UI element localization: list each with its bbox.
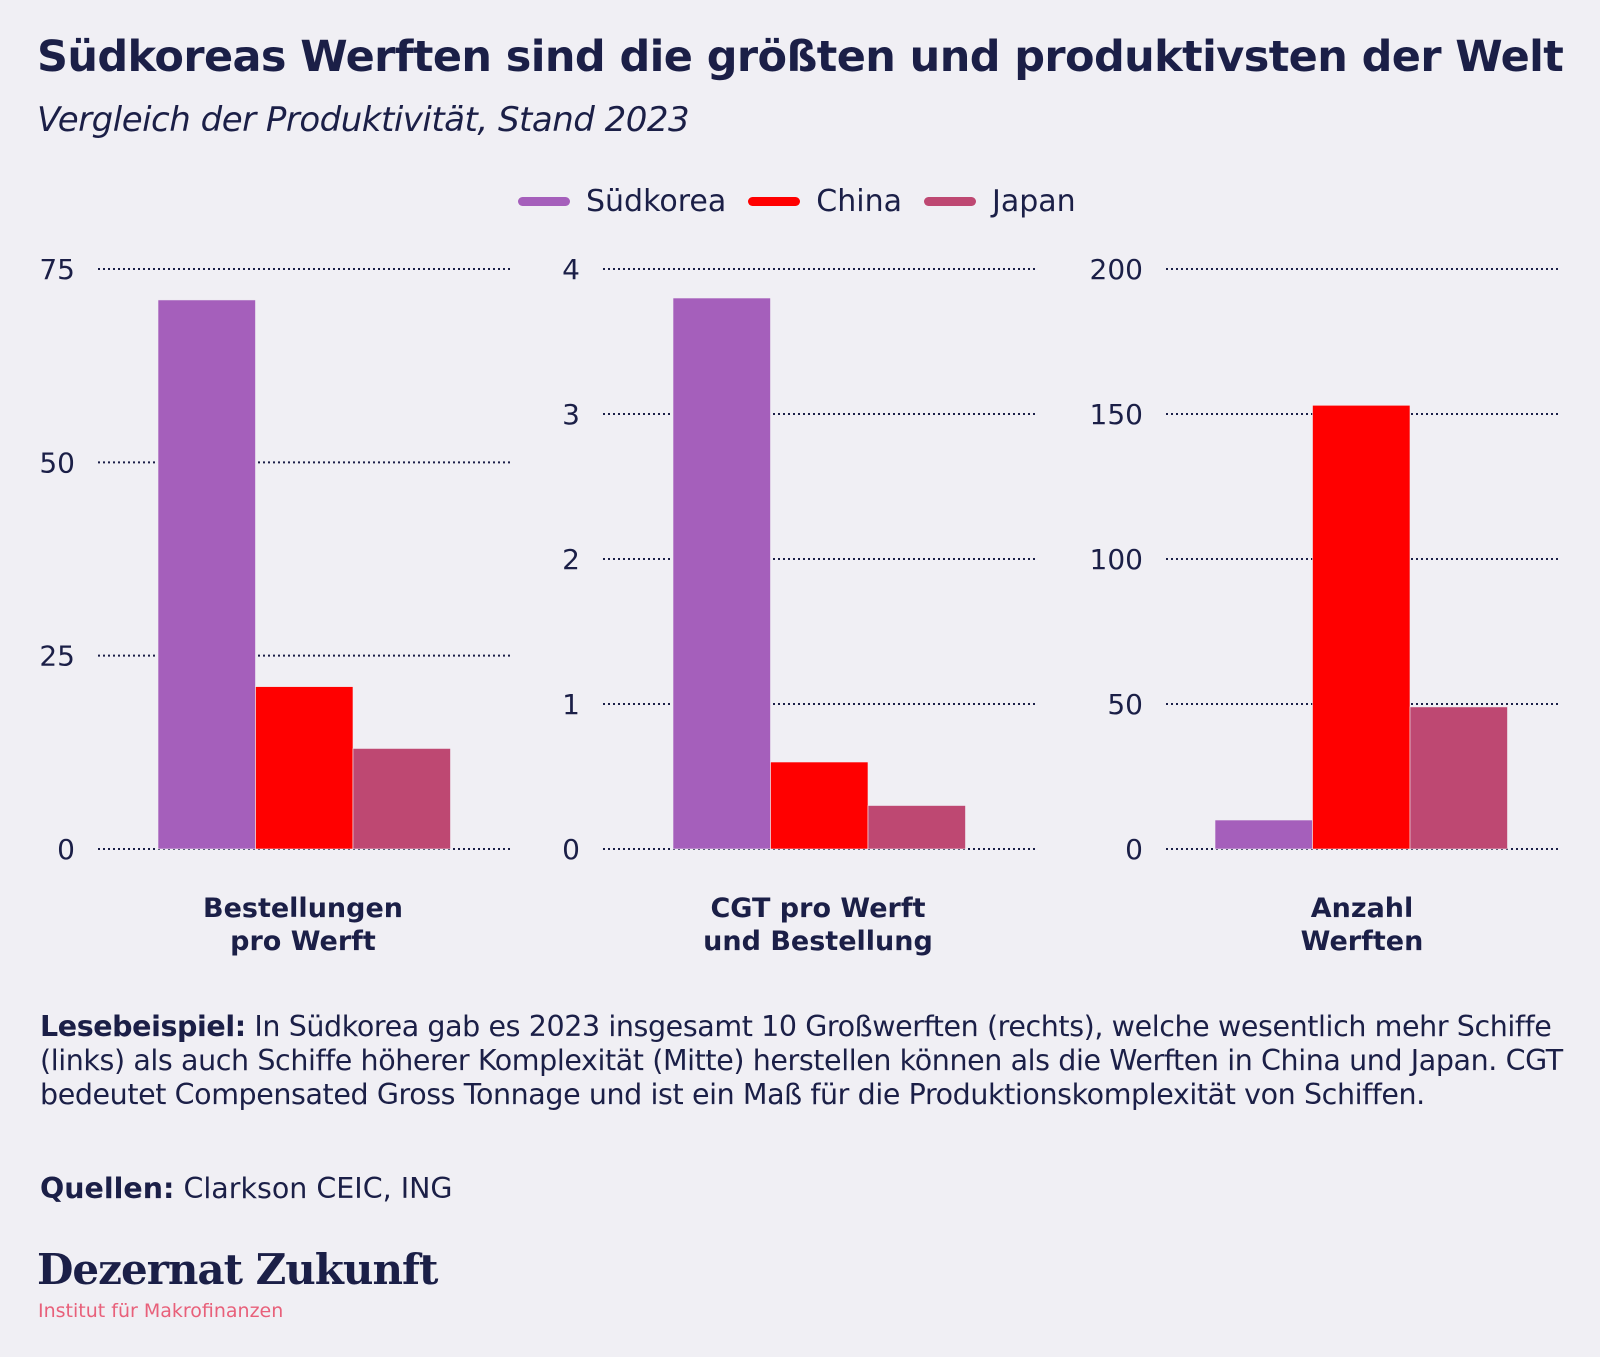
- legend-label: Südkorea: [586, 184, 727, 219]
- bar-china: [1312, 404, 1411, 850]
- bar-japan: [1409, 706, 1508, 850]
- sources: Quellen: Clarkson CEIC, ING: [40, 1172, 453, 1205]
- y-tick-label: 0: [562, 833, 580, 866]
- sources-text: Clarkson CEIC, ING: [174, 1172, 453, 1205]
- y-tick-label: 4: [562, 253, 580, 286]
- category-label: Anzahl: [1311, 893, 1414, 924]
- legend-swatch: [923, 197, 976, 206]
- y-tick-label: 50: [1107, 688, 1143, 721]
- category-label: pro Werft: [230, 926, 376, 957]
- y-tick-label: 100: [1090, 543, 1143, 576]
- bar-japan: [352, 748, 451, 850]
- legend-swatch: [518, 197, 570, 206]
- brand-tagline: Institut für Makrofinanzen: [38, 1300, 284, 1322]
- y-tick-label: 1: [562, 688, 580, 721]
- y-tick-label: 150: [1090, 398, 1143, 431]
- category-label: und Bestellung: [703, 926, 933, 957]
- reading-example-label: Lesebeispiel:: [40, 1010, 246, 1043]
- y-tick-label: 25: [39, 640, 75, 673]
- legend-item-china: China: [748, 184, 902, 219]
- legend-label: Japan: [991, 184, 1076, 219]
- bar-suedkorea: [1214, 819, 1313, 850]
- reading-example: Lesebeispiel: In Südkorea gab es 2023 in…: [40, 1010, 1580, 1112]
- bar-suedkorea: [157, 299, 256, 850]
- y-tick-label: 3: [562, 398, 580, 431]
- y-tick-label: 75: [39, 253, 75, 286]
- legend-item-suedkorea: Südkorea: [518, 184, 726, 219]
- chart-title: Südkoreas Werften sind die größten und p…: [37, 32, 1564, 82]
- sources-label: Quellen:: [40, 1172, 175, 1205]
- category-label: Bestellungen: [203, 893, 403, 924]
- y-tick-label: 2: [562, 543, 580, 576]
- y-tick-label: 0: [57, 833, 75, 866]
- category-label: CGT pro Werft: [710, 893, 925, 924]
- bar-china: [770, 761, 869, 850]
- legend-label: China: [816, 184, 902, 219]
- bar-china: [255, 686, 354, 850]
- y-tick-label: 200: [1090, 253, 1143, 286]
- bar-suedkorea: [672, 297, 771, 850]
- legend-item-japan: Japan: [923, 184, 1076, 219]
- reading-example-text: In Südkorea gab es 2023 insgesamt 10 Gro…: [40, 1010, 1563, 1111]
- y-tick-label: 50: [39, 446, 75, 479]
- legend-swatch: [748, 197, 801, 206]
- chart-subtitle: Vergleich der Produktivität, Stand 2023: [37, 100, 690, 140]
- brand-logo: Dezernat Zukunft: [37, 1245, 438, 1294]
- bar-japan: [867, 805, 966, 850]
- y-tick-label: 0: [1125, 833, 1143, 866]
- legend: Südkorea China Japan: [518, 184, 1098, 219]
- category-label: Werften: [1301, 926, 1424, 957]
